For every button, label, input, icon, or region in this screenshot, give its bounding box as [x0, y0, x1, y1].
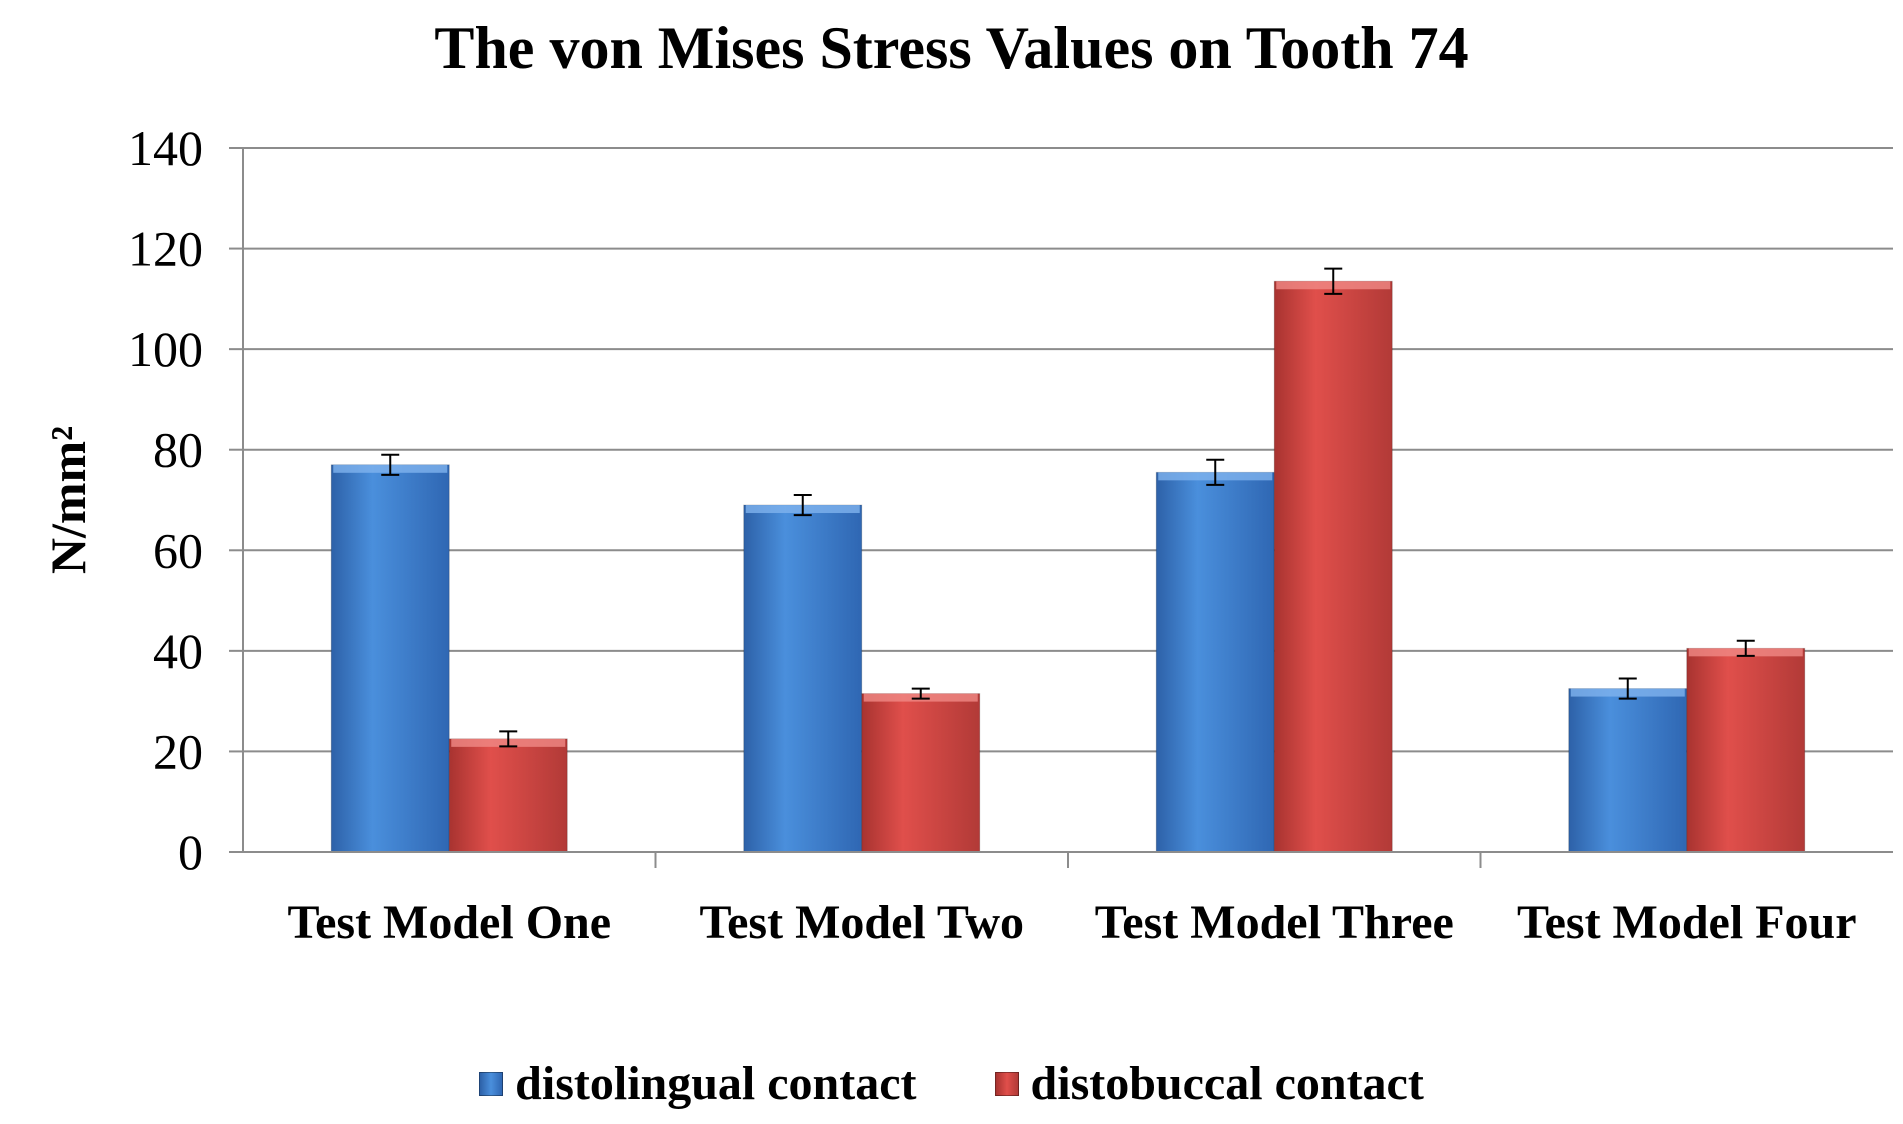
chart-title: The von Mises Stress Values on Tooth 74	[434, 15, 1469, 81]
x-tick-label: Test Model Four	[1517, 896, 1857, 949]
legend: distolingual contact distobuccal contact	[0, 1056, 1903, 1111]
y-tick-label: 100	[128, 321, 203, 377]
y-tick-label: 60	[153, 522, 203, 578]
legend-swatch-distobuccal	[994, 1071, 1019, 1096]
y-tick-label: 20	[153, 723, 203, 779]
bar-distobuccal	[1273, 280, 1393, 853]
y-tick-label: 40	[153, 623, 203, 679]
bar-distolingual	[330, 464, 450, 853]
legend-label-distolingual: distolingual contact	[515, 1057, 917, 1110]
x-tick-label: Test Model Three	[1095, 896, 1454, 949]
y-tick-label: 80	[153, 422, 203, 478]
bar-distolingual	[743, 504, 863, 853]
y-tick-label: 120	[128, 221, 203, 277]
legend-label-distobuccal: distobuccal contact	[1030, 1057, 1424, 1110]
y-tick-label: 0	[178, 824, 203, 880]
bar-distolingual	[1155, 471, 1275, 853]
bar-distolingual	[1568, 688, 1688, 853]
y-tick-label: 140	[128, 120, 203, 176]
legend-entry-distobuccal: distobuccal contact	[994, 1056, 1424, 1111]
bar-distobuccal	[448, 738, 568, 853]
bar-distobuccal	[861, 693, 981, 853]
legend-entry-distolingual: distolingual contact	[479, 1056, 917, 1111]
legend-swatch-distolingual	[479, 1071, 504, 1096]
bar-distobuccal	[1686, 647, 1806, 853]
x-tick-label: Test Model One	[287, 896, 611, 949]
x-tick-label: Test Model Two	[700, 896, 1024, 949]
